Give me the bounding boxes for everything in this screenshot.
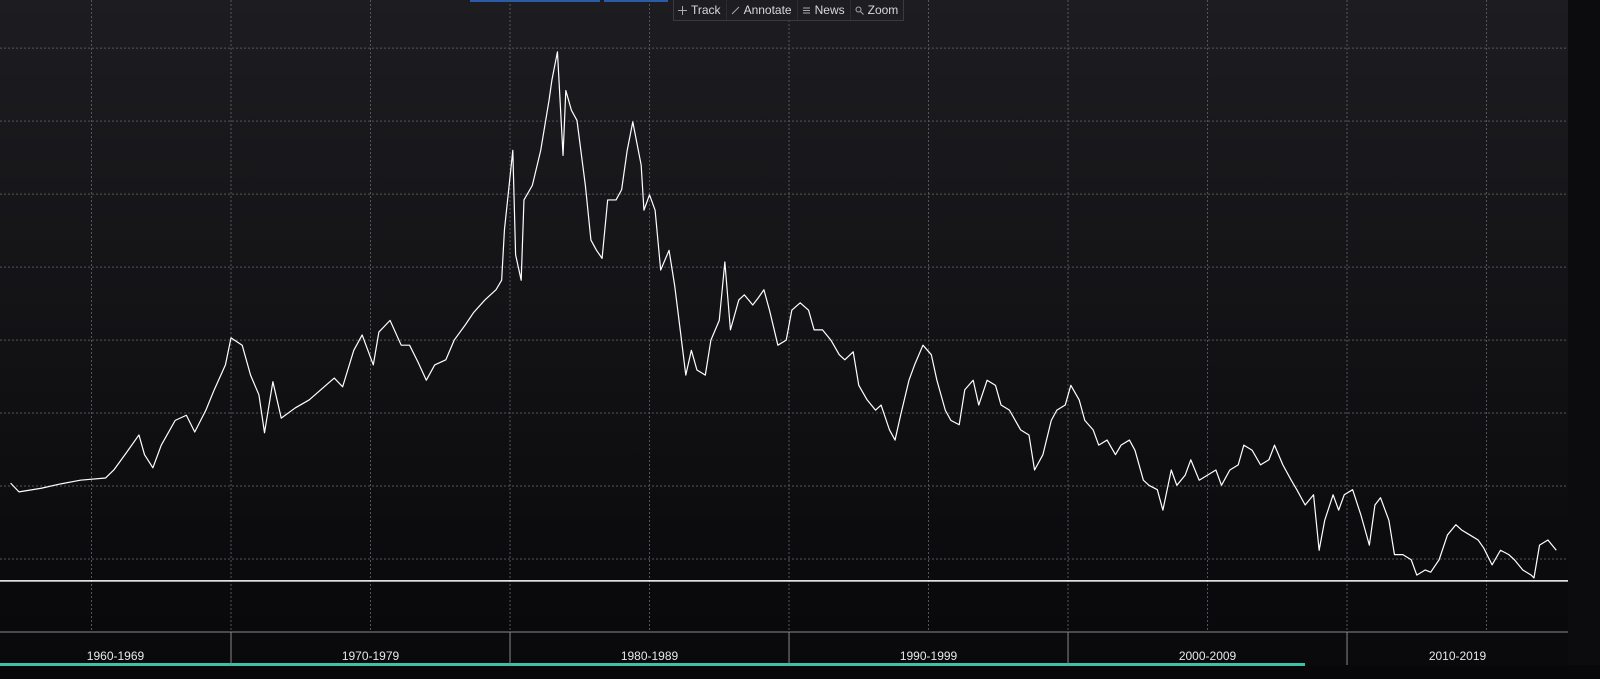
news-button[interactable]: News — [798, 0, 851, 20]
chart-toolbar: Track Annotate News Zoom — [673, 0, 905, 21]
annotate-button[interactable]: Annotate — [727, 0, 798, 20]
plot-background — [0, 0, 1568, 632]
button-label: News — [814, 3, 845, 17]
button-label: Track — [691, 3, 721, 17]
x-band-label: 1980-1989 — [621, 649, 679, 663]
x-band-label: 1960-1969 — [87, 649, 145, 663]
axis-area — [1568, 0, 1600, 665]
x-band-label: 2000-2009 — [1179, 649, 1237, 663]
button-label: Zoom — [867, 3, 899, 17]
top-accent — [604, 0, 668, 2]
scroll-bar — [0, 663, 1305, 666]
zoom-button[interactable]: Zoom — [851, 0, 904, 20]
x-band-label: 1970-1979 — [342, 649, 400, 663]
top-accent — [470, 0, 600, 2]
track-button[interactable]: Track — [674, 0, 727, 20]
x-band-label: 2010-2019 — [1429, 649, 1487, 663]
price-line — [10, 51, 1557, 579]
x-axis-area — [0, 632, 1568, 665]
button-label: Annotate — [743, 3, 792, 17]
x-band-label: 1990-1999 — [900, 649, 958, 663]
